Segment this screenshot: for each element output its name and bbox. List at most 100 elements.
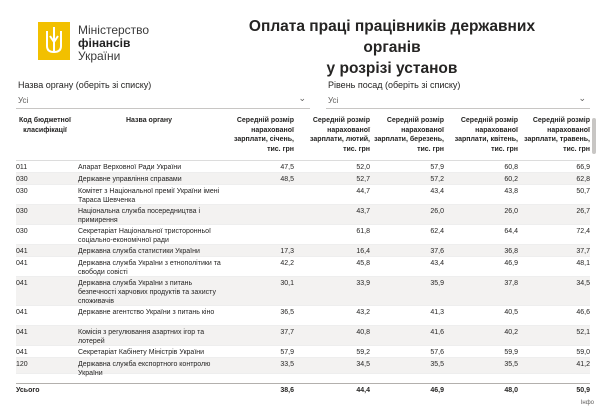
table-row[interactable]: 041 Комісія з регулювання азартних ігор т… [16, 326, 590, 346]
header-name[interactable]: Назва органу [126, 117, 173, 124]
salary-table: Код бюджетної класифікації Назва органу … [16, 116, 590, 377]
cell-mar: 62,4 [430, 228, 444, 235]
cell-code: 011 [16, 164, 28, 171]
cell-name: Державна служба статистики України [78, 248, 200, 255]
cell-may: 41,2 [576, 361, 590, 368]
total-row: Усього 38,6 44,4 46,9 48,0 50,9 [16, 383, 590, 398]
cell-feb: 34,5 [356, 361, 370, 368]
table-row[interactable]: 041 Державна служба статистики України 17,… [16, 245, 590, 257]
header-code[interactable]: Код бюджетної класифікації [18, 117, 72, 134]
table-row[interactable]: 041 Секретаріат Кабінету Міністрів Україн… [16, 346, 590, 358]
cell-code: 041 [16, 329, 28, 336]
cell-mar: 37,6 [430, 248, 444, 255]
total-may: 50,9 [576, 387, 590, 394]
cell-may: 46,6 [576, 309, 590, 316]
cell-feb: 43,2 [356, 309, 370, 316]
cell-apr: 35,5 [504, 361, 518, 368]
cell-apr: 40,5 [504, 309, 518, 316]
ministry-logo-text: Міністерство фінансів України [78, 24, 149, 63]
cell-may: 62,8 [576, 176, 590, 183]
header-apr[interactable]: Середній розмір нарахованої зарплати, кв… [454, 117, 518, 153]
cell-may: 34,5 [576, 280, 590, 287]
table-row[interactable]: 041 Державна служба України з питань безп… [16, 277, 590, 306]
cell-mar: 57,6 [430, 349, 444, 356]
level-filter-value: Усі [328, 96, 339, 105]
cell-mar: 41,6 [430, 329, 444, 336]
cell-jan: 57,9 [280, 349, 294, 356]
cell-mar: 26,0 [430, 208, 444, 215]
logo-line1: Міністерство [78, 23, 150, 37]
header-mar[interactable]: Середній розмір нарахованої зарплати, бе… [374, 117, 444, 153]
logo-line2: фінансів [78, 36, 131, 50]
cell-feb: 43,7 [356, 208, 370, 215]
level-filter-dropdown[interactable]: Усі ⌄ [326, 93, 590, 109]
cell-feb: 61,8 [356, 228, 370, 235]
cell-mar: 43,4 [430, 260, 444, 267]
total-jan: 38,6 [280, 387, 294, 394]
total-apr: 48,0 [504, 387, 518, 394]
cell-apr: 59,9 [504, 349, 518, 356]
cell-code: 120 [16, 361, 28, 368]
cell-code: 041 [16, 260, 28, 267]
cell-jan: 48,5 [280, 176, 294, 183]
cell-may: 37,7 [576, 248, 590, 255]
cell-jan: 33,5 [280, 361, 294, 368]
info-link[interactable]: Інфо [580, 400, 594, 406]
cell-apr: 60,2 [504, 176, 518, 183]
cell-code: 030 [16, 188, 28, 195]
total-feb: 44,4 [356, 387, 370, 394]
cell-code: 041 [16, 280, 28, 287]
cell-apr: 64,4 [504, 228, 518, 235]
cell-may: 59,0 [576, 349, 590, 356]
table-row[interactable]: 120 Державна служба експортного контролю … [16, 358, 590, 377]
cell-feb: 33,9 [356, 280, 370, 287]
cell-jan: 47,5 [280, 164, 294, 171]
organ-filter-dropdown[interactable]: Усі ⌄ [16, 93, 310, 109]
header-may[interactable]: Середній розмір нарахованої зарплати, тр… [524, 117, 590, 153]
page-title: Оплата праці працівників державних орган… [248, 18, 536, 77]
cell-name: Національна служба посередництва і прими… [78, 208, 201, 224]
table-row[interactable]: 030 Державне управління справами 48,5 52,7 5… [16, 173, 590, 185]
chevron-down-icon: ⌄ [298, 93, 306, 103]
cell-code: 041 [16, 349, 28, 356]
cell-apr: 46,9 [504, 260, 518, 267]
table-scrollbar[interactable] [592, 118, 596, 154]
logo-line3: України [78, 49, 121, 63]
cell-may: 26,7 [576, 208, 590, 215]
header-jan[interactable]: Середній розмір нарахованої зарплати, сі… [233, 117, 294, 153]
cell-jan: 42,2 [280, 260, 294, 267]
cell-may: 72,4 [576, 228, 590, 235]
header-feb[interactable]: Середній розмір нарахованої зарплати, лю… [310, 117, 370, 153]
table-row[interactable]: 041 Державна служба України з етнополітик… [16, 257, 590, 277]
cell-code: 030 [16, 208, 28, 215]
header: Міністерство фінансів України Оплата пра… [0, 0, 600, 77]
cell-feb: 44,7 [356, 188, 370, 195]
cell-code: 041 [16, 248, 28, 255]
cell-may: 52,1 [576, 329, 590, 336]
cell-may: 48,1 [576, 260, 590, 267]
level-filter-label: Рівень посад (оберіть зі списку) [328, 80, 461, 90]
cell-apr: 60,8 [504, 164, 518, 171]
cell-apr: 40,2 [504, 329, 518, 336]
cell-jan: 36,5 [280, 309, 294, 316]
table-row[interactable]: 011 Апарат Верховної Ради України 47,5 52,0… [16, 161, 590, 173]
cell-may: 50,7 [576, 188, 590, 195]
cell-feb: 59,2 [356, 349, 370, 356]
chevron-down-icon: ⌄ [578, 93, 586, 103]
cell-name: Державне управління справами [78, 176, 182, 183]
table-row[interactable]: 041 Державне агентство України з питань к… [16, 306, 590, 326]
trident-logo-icon [38, 22, 70, 60]
cell-feb: 52,7 [356, 176, 370, 183]
table-row[interactable]: 030 Секретаріат Національної тристоронньо… [16, 225, 590, 245]
cell-name: Секретаріат Національної тристоронньої с… [78, 228, 211, 244]
table-row[interactable]: 030 Комітет з Національної премії України… [16, 185, 590, 205]
table-row[interactable]: 030 Національна служба посередництва і пр… [16, 205, 590, 225]
cell-code: 041 [16, 309, 28, 316]
total-label: Усього [16, 387, 40, 394]
cell-may: 66,9 [576, 164, 590, 171]
cell-mar: 43,4 [430, 188, 444, 195]
cell-mar: 35,9 [430, 280, 444, 287]
cell-feb: 40,8 [356, 329, 370, 336]
cell-mar: 57,9 [430, 164, 444, 171]
cell-feb: 16,4 [356, 248, 370, 255]
